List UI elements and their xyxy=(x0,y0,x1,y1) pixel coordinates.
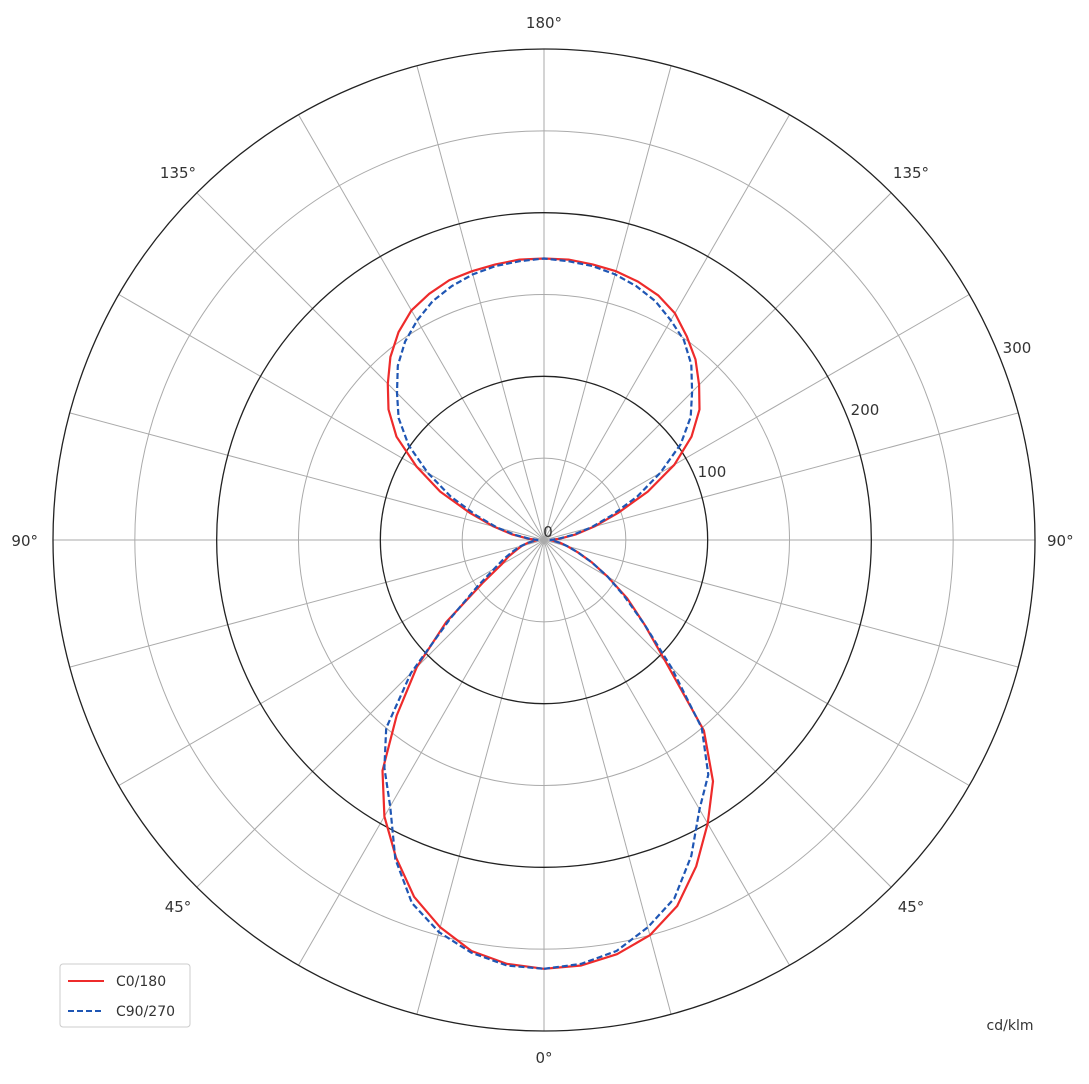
radial-tick-200: 200 xyxy=(851,401,880,419)
ring-100 xyxy=(379,375,709,705)
ring-150 xyxy=(298,294,790,786)
legend-label-c0-180: C0/180 xyxy=(116,974,166,990)
series-c0-180 xyxy=(381,257,715,970)
legend: C0/180 C90/270 xyxy=(59,963,191,1028)
polar-grid xyxy=(52,48,1036,1032)
ring-250 xyxy=(134,130,954,950)
radial-tick-0: 0 xyxy=(543,523,553,541)
legend-label-c90-270: C90/270 xyxy=(116,1004,175,1020)
curves xyxy=(381,257,715,970)
axis-labels: 180° 0° 90° 90° 135° 135° 45° 45° cd/klm… xyxy=(11,14,1073,1067)
series-c90-270 xyxy=(383,257,710,970)
ring-200 xyxy=(216,212,872,868)
angle-label-90-right: 90° xyxy=(1047,532,1074,550)
angle-label-0: 0° xyxy=(535,1049,552,1067)
legend-box xyxy=(59,963,191,1028)
angle-label-135-right: 135° xyxy=(893,164,929,182)
angle-label-45-left: 45° xyxy=(165,898,192,916)
angle-label-180: 180° xyxy=(526,14,562,32)
ring-50 xyxy=(461,457,627,623)
angle-label-45-right: 45° xyxy=(898,898,925,916)
angle-label-135-left: 135° xyxy=(160,164,196,182)
unit-label: cd/klm xyxy=(987,1018,1034,1034)
angle-label-90-left: 90° xyxy=(11,532,38,550)
ring-300 xyxy=(52,48,1036,1032)
radial-tick-300: 300 xyxy=(1003,339,1032,357)
radial-tick-100: 100 xyxy=(698,463,727,481)
